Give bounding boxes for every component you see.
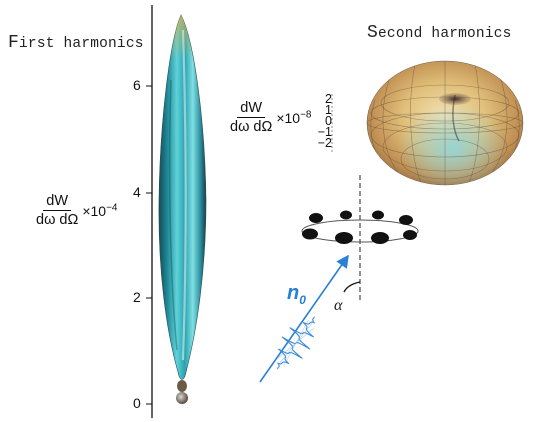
atom-dot (372, 210, 384, 220)
first-tick-label: 0 (133, 395, 141, 411)
wave-packet (276, 316, 316, 370)
second-harmonics-title: Second harmonics (367, 23, 512, 43)
atom-dot (302, 228, 318, 240)
first-tick-label: 4 (133, 184, 141, 200)
first-axis-label: dW dω dΩ ×10−4 (34, 193, 117, 228)
lobe-stem (177, 380, 187, 392)
first-axis-label-denominator: dω dΩ (36, 212, 79, 228)
atom-dot (371, 232, 389, 244)
second-tick-label: 0 (325, 114, 332, 128)
angle-arc (343, 281, 361, 293)
second-axis-ruler (331, 94, 333, 152)
beam-direction-label: n0 (287, 282, 306, 307)
second-axis-ticks: 2 1 0 −1 −2 (308, 92, 332, 150)
first-tick-label: 2 (133, 289, 141, 305)
second-tick-label: 1 (325, 103, 332, 117)
second-tick-label: −2 (317, 136, 332, 150)
second-tick-label: 2 (325, 92, 332, 106)
second-axis-factor: ×10−8 (276, 109, 312, 126)
second-axis-label-numerator: dW (237, 100, 266, 118)
atom-dots (302, 210, 417, 244)
setup-diagram (259, 175, 419, 383)
second-axis-label-denominator: dω dΩ (230, 119, 273, 135)
atom-dot (403, 230, 417, 240)
atom-dot (335, 232, 353, 244)
first-tick-label: 6 (133, 77, 141, 93)
first-axis-factor: ×10−4 (82, 202, 118, 219)
angle-label: α (334, 297, 343, 314)
beam-arrow (259, 254, 349, 383)
atom-dot (340, 210, 352, 220)
atom-dot (309, 213, 323, 223)
lobe-tip (176, 392, 188, 404)
first-harmonics-title: First harmonics (8, 33, 144, 53)
atom-ring (301, 219, 419, 243)
first-axis-label-numerator: dW (43, 193, 72, 211)
atom-dot (399, 215, 413, 225)
second-axis-label: dW dω dΩ ×10−8 (228, 100, 311, 135)
second-tick-label: −1 (317, 125, 332, 139)
second-harmonics-torus (366, 60, 524, 186)
